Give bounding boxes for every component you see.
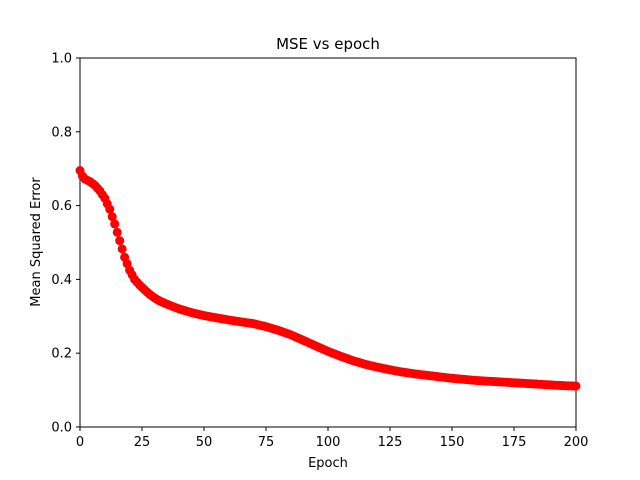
x-tick-label: 100 <box>316 435 341 450</box>
data-point <box>112 227 122 237</box>
y-tick-label: 0.0 <box>51 421 72 436</box>
y-axis-label: Mean Squared Error <box>29 177 44 307</box>
data-point <box>107 212 117 222</box>
ticks-group: 0 25 50 75 100 125 150 175 200 0.0 0.2 0.4 0.6 0.8 1.0 <box>51 52 588 451</box>
y-tick-label: 0.8 <box>51 125 72 140</box>
y-tick-label: 0.6 <box>51 199 72 214</box>
data-point <box>117 244 127 254</box>
chart-title: MSE vs epoch <box>276 35 380 53</box>
x-tick-label: 0 <box>76 435 84 450</box>
data-point <box>571 381 581 391</box>
data-points <box>75 166 581 391</box>
x-tick-label: 200 <box>564 435 589 450</box>
data-point <box>115 236 125 246</box>
y-tick-label: 0.4 <box>51 273 72 288</box>
x-tick-label: 150 <box>440 435 465 450</box>
plot-frame <box>79 57 577 428</box>
x-tick-label: 175 <box>502 435 527 450</box>
y-tick-label: 0.2 <box>51 347 72 362</box>
x-tick-label: 125 <box>378 435 403 450</box>
x-tick-label: 50 <box>196 435 213 450</box>
data-point <box>105 204 115 214</box>
data-point <box>110 219 120 229</box>
x-tick-label: 75 <box>258 435 275 450</box>
x-tick-label: 25 <box>134 435 151 450</box>
y-tick-label: 1.0 <box>51 52 72 67</box>
x-axis-label: Epoch <box>308 456 348 471</box>
